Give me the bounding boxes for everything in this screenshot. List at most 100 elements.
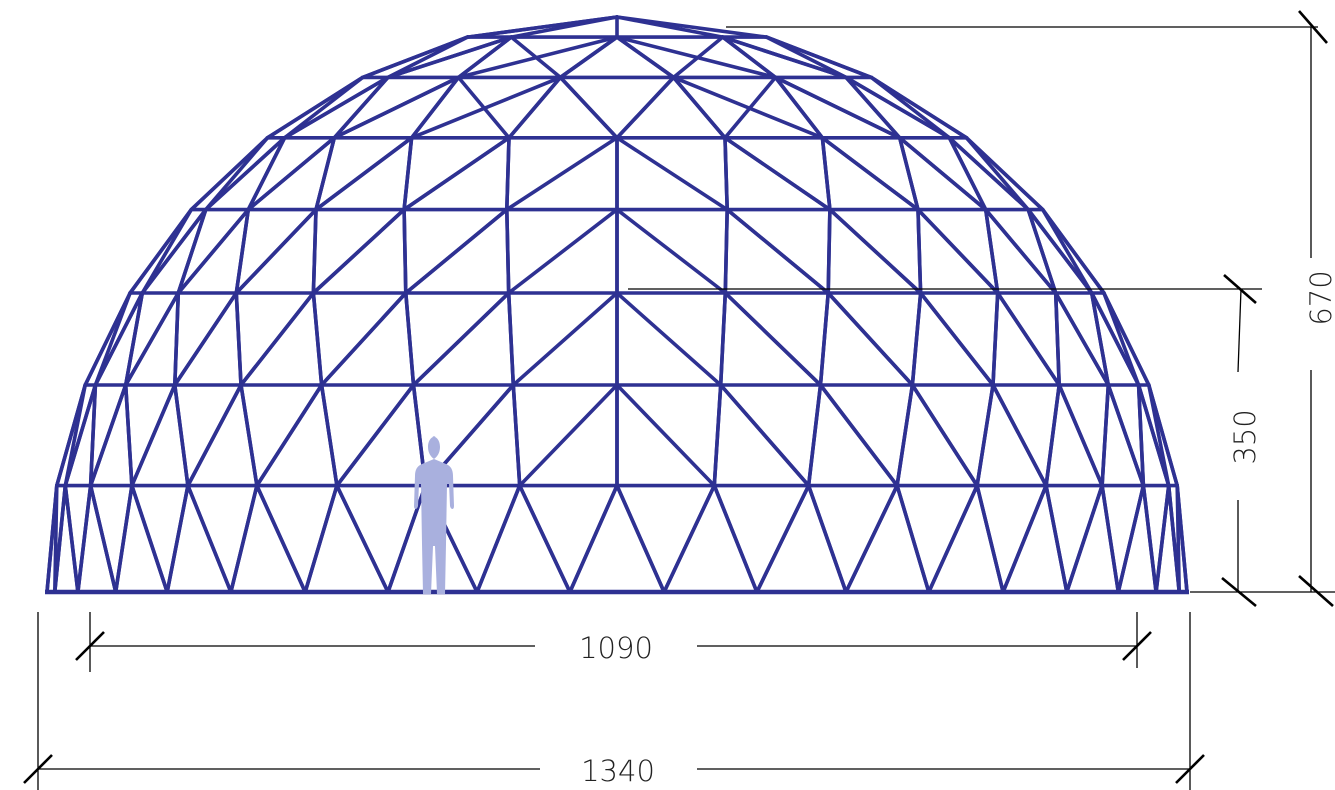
dome-diagonal-strut xyxy=(755,483,811,594)
dome-diagonal-strut xyxy=(718,291,728,387)
dome-diagonal-strut xyxy=(1089,291,1111,387)
dome-diagonal-strut xyxy=(723,207,730,295)
dome-diagonal-strut xyxy=(504,136,511,212)
dome-diagonal-strut xyxy=(319,291,408,387)
dome-diagonal-strut xyxy=(63,383,98,488)
dome-diagonal-strut xyxy=(826,291,915,387)
dome-diagonal-strut xyxy=(615,75,676,140)
dome-diagonal-strut xyxy=(265,75,365,140)
dome-diagonal-strut xyxy=(234,207,251,295)
dimension-tick xyxy=(1298,10,1328,44)
dome-diagonal-strut xyxy=(1175,483,1189,594)
dome-diagonal-strut xyxy=(773,75,902,140)
dome-diagonal-strut xyxy=(504,207,511,295)
dome-diagonal-strut xyxy=(311,291,324,387)
dimension-tick xyxy=(1175,754,1205,784)
dome-diagonal-strut xyxy=(1065,483,1104,594)
dome-diagonal-strut xyxy=(1057,383,1104,488)
dome-diagonal-strut xyxy=(140,207,208,295)
dome-diagonal-strut xyxy=(1106,383,1146,488)
dome-diagonal-strut xyxy=(947,136,988,212)
dome-diagonal-strut xyxy=(402,136,511,212)
dome-diagonal-strut xyxy=(1102,291,1151,387)
dome-diagonal-strut xyxy=(234,291,243,387)
dome-diagonal-strut xyxy=(662,483,717,594)
dome-diagonal-strut xyxy=(671,75,727,140)
dome-diagonal-strut xyxy=(45,483,59,594)
dome-diagonal-strut xyxy=(506,291,516,387)
dome-diagonal-strut xyxy=(506,207,619,295)
inner-width-label: 1090 xyxy=(579,631,653,665)
dome-diagonal-strut xyxy=(964,136,1045,212)
dome-diagonal-strut xyxy=(1040,207,1106,295)
dome-diagonal-strut xyxy=(303,483,339,594)
dome-diagonal-strut xyxy=(93,291,145,387)
dome-diagonal-strut xyxy=(63,483,80,594)
dome-diagonal-strut xyxy=(1100,483,1121,594)
overall-width-label: 1340 xyxy=(581,754,655,788)
dome-diagonal-strut xyxy=(234,207,318,295)
dome-diagonal-strut xyxy=(1100,383,1111,488)
dome-diagonal-strut xyxy=(1147,383,1179,488)
dimension-line-upper xyxy=(1237,288,1242,373)
dome-diagonal-strut xyxy=(314,136,414,212)
dome-diagonal-strut xyxy=(1166,483,1181,594)
dome-diagonal-strut xyxy=(204,136,287,212)
dimension-total-height: 670 xyxy=(726,10,1335,607)
dome-diagonal-strut xyxy=(255,483,308,594)
dome-diagonal-strut xyxy=(995,291,1061,387)
dome-diagonal-strut xyxy=(504,136,619,212)
dome-diagonal-strut xyxy=(975,383,995,488)
dome-diagonal-strut xyxy=(189,136,270,212)
dome-diagonal-strut xyxy=(720,35,848,80)
dome-diagonal-strut xyxy=(409,75,461,140)
dome-diagonal-strut xyxy=(1154,483,1171,594)
dome-diagonal-strut xyxy=(615,15,769,39)
dome-diagonal-strut xyxy=(615,35,778,80)
dimension-tick xyxy=(1221,576,1257,608)
dome-diagonal-strut xyxy=(918,291,995,387)
dome-diagonal-strut xyxy=(1136,383,1171,488)
dome-diagonal-strut xyxy=(123,383,134,488)
dome-diagonal-strut xyxy=(712,383,723,488)
dome-diagonal-strut xyxy=(239,291,316,387)
dome-diagonal-strut xyxy=(130,383,177,488)
dome-diagonal-strut xyxy=(1089,291,1141,387)
dome-diagonal-strut xyxy=(764,35,874,80)
dome-diagonal-strut xyxy=(176,207,251,295)
dome-diagonal-strut xyxy=(844,75,952,140)
dome-diagonal-strut xyxy=(83,291,132,387)
dome-diagonal-strut xyxy=(456,35,514,80)
dome-diagonal-strut xyxy=(173,291,239,387)
dome-diagonal-strut xyxy=(332,75,461,140)
dome-diagonal-strut xyxy=(509,35,563,80)
dome-diagonal-strut xyxy=(517,483,572,594)
geodesic-dome-frame xyxy=(45,15,1189,595)
dimension-inner-width: 1090 xyxy=(75,612,1152,672)
dome-diagonal-strut xyxy=(615,35,676,80)
dimension-tick xyxy=(75,631,105,661)
dome-diagonal-strut xyxy=(465,15,619,39)
dome-diagonal-strut xyxy=(456,75,511,140)
dome-diagonal-strut xyxy=(123,291,145,387)
dome-diagonal-strut xyxy=(869,75,969,140)
dome-diagonal-strut xyxy=(818,291,831,387)
dome-diagonal-strut xyxy=(895,483,931,594)
dome-diagonal-strut xyxy=(475,483,522,594)
dome-diagonal-strut xyxy=(176,207,208,295)
dome-diagonal-strut xyxy=(282,75,390,140)
dome-diagonal-strut xyxy=(239,383,259,488)
dome-diagonal-strut xyxy=(360,35,470,80)
dome-diagonal-strut xyxy=(947,136,1030,212)
dome-diagonal-strut xyxy=(897,136,988,212)
ring-height-label: 350 xyxy=(1228,409,1262,464)
dome-diagonal-strut xyxy=(403,291,416,387)
dome-diagonal-strut xyxy=(113,483,134,594)
dome-diagonal-strut xyxy=(319,383,339,488)
dome-diagonal-strut xyxy=(895,383,915,488)
dome-diagonal-strut xyxy=(128,207,194,295)
dome-diagonal-strut xyxy=(975,483,1005,594)
dome-diagonal-strut xyxy=(1001,483,1048,594)
dome-diagonal-strut xyxy=(718,383,811,488)
dome-diagonal-strut xyxy=(332,75,390,140)
